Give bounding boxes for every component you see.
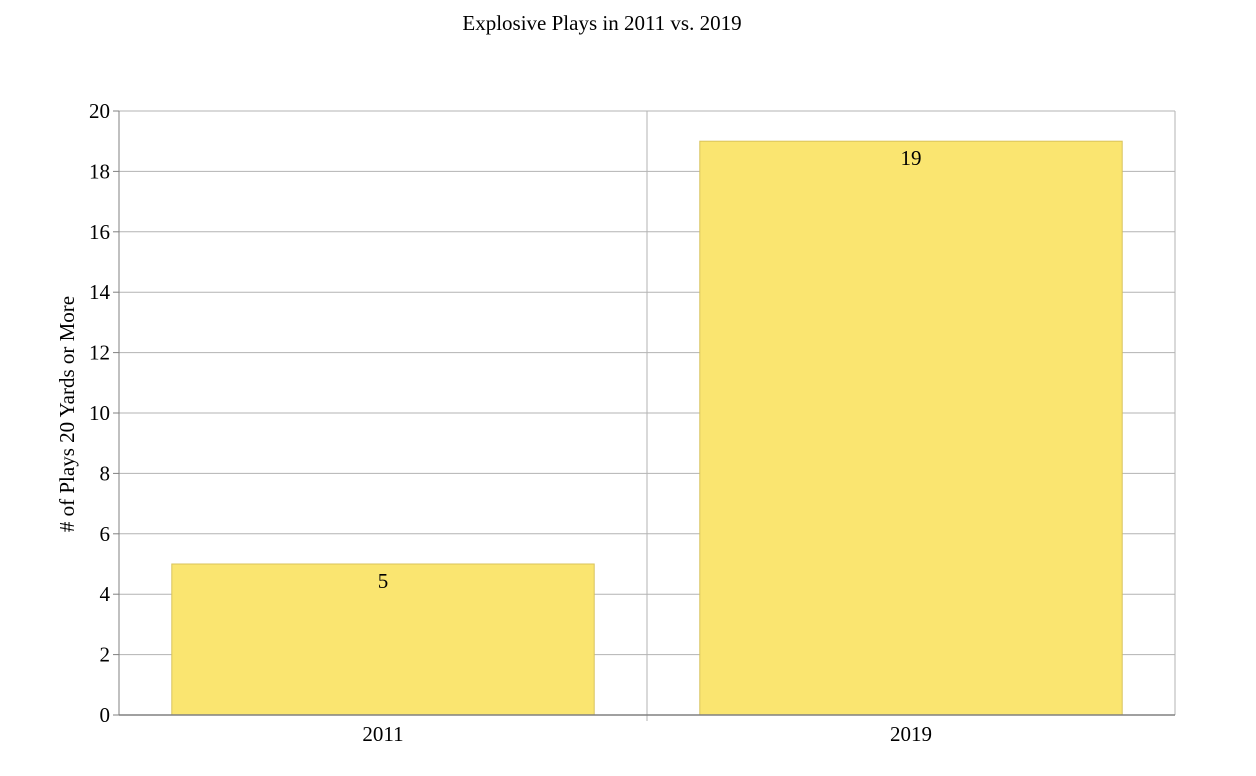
y-tick-label: 18	[89, 159, 110, 183]
data-label-2011: 5	[378, 569, 389, 593]
y-tick-label: 8	[100, 461, 111, 485]
x-tick-label-2019: 2019	[890, 722, 932, 746]
chart-title: Explosive Plays in 2011 vs. 2019	[462, 11, 742, 35]
y-tick-label: 16	[89, 220, 110, 244]
bar-2011	[171, 563, 595, 716]
y-tick-label: 20	[89, 99, 110, 123]
y-axis-title: # of Plays 20 Yards or More	[55, 296, 79, 532]
y-tick-label: 12	[89, 341, 110, 365]
y-tick-label: 0	[100, 703, 111, 727]
grid-lines	[119, 110, 1176, 721]
y-tick-label: 6	[100, 522, 111, 546]
y-tick-label: 10	[89, 401, 110, 425]
bar-2019	[699, 140, 1123, 716]
y-tick-label: 14	[89, 280, 111, 304]
y-tick-label: 4	[100, 582, 111, 606]
labels: 0 2 4 6 8 10 12 14 16 18 20 5 2011 19 2019	[89, 99, 932, 746]
x-tick-label-2011: 2011	[362, 722, 403, 746]
axes	[113, 110, 1175, 716]
bars	[171, 140, 1123, 716]
data-label-2019: 19	[901, 146, 922, 170]
y-tick-label: 2	[100, 643, 111, 667]
